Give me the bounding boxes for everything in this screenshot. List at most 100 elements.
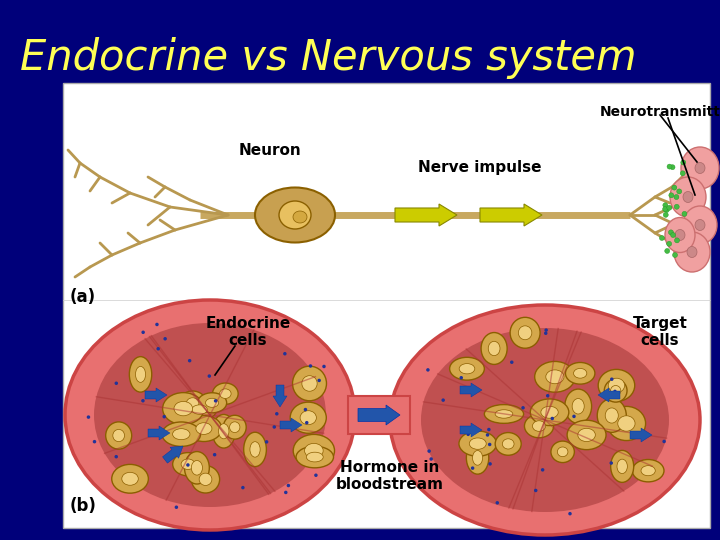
Ellipse shape [273, 425, 276, 429]
Ellipse shape [304, 408, 307, 411]
Ellipse shape [275, 412, 279, 416]
Ellipse shape [212, 415, 235, 448]
Ellipse shape [675, 238, 680, 243]
FancyArrow shape [145, 388, 167, 402]
Ellipse shape [598, 369, 635, 401]
FancyArrow shape [273, 385, 287, 407]
Ellipse shape [488, 462, 492, 465]
Ellipse shape [141, 399, 145, 402]
FancyArrow shape [480, 204, 542, 226]
Ellipse shape [682, 211, 687, 217]
Ellipse shape [531, 399, 569, 426]
Ellipse shape [186, 463, 189, 467]
Ellipse shape [241, 486, 245, 489]
Ellipse shape [86, 415, 90, 419]
Ellipse shape [551, 441, 575, 463]
Ellipse shape [220, 389, 231, 399]
Ellipse shape [674, 194, 679, 200]
Ellipse shape [683, 206, 717, 244]
Ellipse shape [163, 393, 204, 424]
Ellipse shape [219, 424, 229, 439]
Ellipse shape [197, 393, 227, 413]
Ellipse shape [156, 347, 160, 350]
Ellipse shape [192, 461, 202, 475]
Ellipse shape [541, 406, 558, 418]
Ellipse shape [323, 364, 325, 368]
Ellipse shape [660, 235, 665, 240]
Text: Nerve impulse: Nerve impulse [418, 160, 541, 175]
Ellipse shape [672, 253, 678, 258]
Ellipse shape [300, 411, 316, 424]
Ellipse shape [495, 501, 499, 504]
Ellipse shape [467, 442, 489, 474]
Ellipse shape [421, 328, 669, 512]
Ellipse shape [183, 399, 217, 420]
Ellipse shape [544, 328, 548, 332]
Ellipse shape [65, 300, 355, 530]
Ellipse shape [302, 376, 317, 392]
Ellipse shape [572, 399, 584, 414]
Text: Endocrine vs Nervous system: Endocrine vs Nervous system [20, 37, 636, 79]
FancyArrow shape [598, 388, 620, 402]
Ellipse shape [207, 374, 211, 378]
Ellipse shape [667, 205, 672, 210]
Ellipse shape [290, 402, 326, 433]
Ellipse shape [284, 491, 287, 494]
Ellipse shape [663, 202, 668, 208]
Ellipse shape [663, 212, 668, 217]
Ellipse shape [296, 446, 333, 468]
Ellipse shape [695, 163, 705, 173]
Ellipse shape [459, 431, 497, 456]
Ellipse shape [292, 366, 326, 401]
Ellipse shape [677, 189, 682, 194]
Ellipse shape [578, 428, 595, 442]
Ellipse shape [486, 433, 490, 437]
FancyArrow shape [395, 204, 457, 226]
Ellipse shape [668, 230, 673, 235]
Ellipse shape [607, 407, 646, 441]
Ellipse shape [665, 207, 669, 212]
Ellipse shape [683, 192, 693, 202]
Bar [348, 396, 410, 434]
Ellipse shape [665, 218, 695, 253]
Ellipse shape [186, 398, 199, 409]
Ellipse shape [459, 363, 474, 374]
Ellipse shape [188, 359, 192, 362]
Text: (b): (b) [70, 497, 97, 515]
Ellipse shape [680, 171, 685, 176]
Ellipse shape [488, 443, 492, 446]
Ellipse shape [521, 406, 525, 409]
Ellipse shape [681, 147, 719, 189]
Text: Neuron: Neuron [238, 143, 302, 158]
Ellipse shape [114, 381, 118, 385]
Ellipse shape [113, 429, 125, 442]
Ellipse shape [568, 512, 572, 515]
Ellipse shape [564, 389, 592, 423]
Ellipse shape [106, 422, 132, 449]
Ellipse shape [495, 410, 513, 418]
Ellipse shape [613, 390, 617, 393]
Text: (a): (a) [70, 288, 96, 306]
Ellipse shape [135, 367, 145, 382]
Ellipse shape [283, 352, 287, 355]
Ellipse shape [567, 420, 606, 450]
Ellipse shape [574, 368, 587, 378]
Ellipse shape [93, 440, 96, 443]
Text: Neurotransmitter: Neurotransmitter [600, 105, 720, 119]
Ellipse shape [314, 474, 318, 477]
Ellipse shape [199, 473, 212, 485]
Ellipse shape [205, 399, 219, 407]
Ellipse shape [674, 204, 679, 210]
Ellipse shape [670, 233, 675, 238]
Ellipse shape [449, 357, 485, 380]
FancyArrow shape [280, 418, 302, 432]
FancyArrow shape [460, 383, 482, 397]
Ellipse shape [469, 438, 486, 449]
Ellipse shape [541, 468, 544, 471]
Ellipse shape [610, 377, 613, 381]
Ellipse shape [610, 461, 613, 465]
Ellipse shape [287, 484, 290, 487]
Ellipse shape [667, 241, 672, 246]
Ellipse shape [611, 450, 634, 482]
Ellipse shape [604, 379, 627, 402]
